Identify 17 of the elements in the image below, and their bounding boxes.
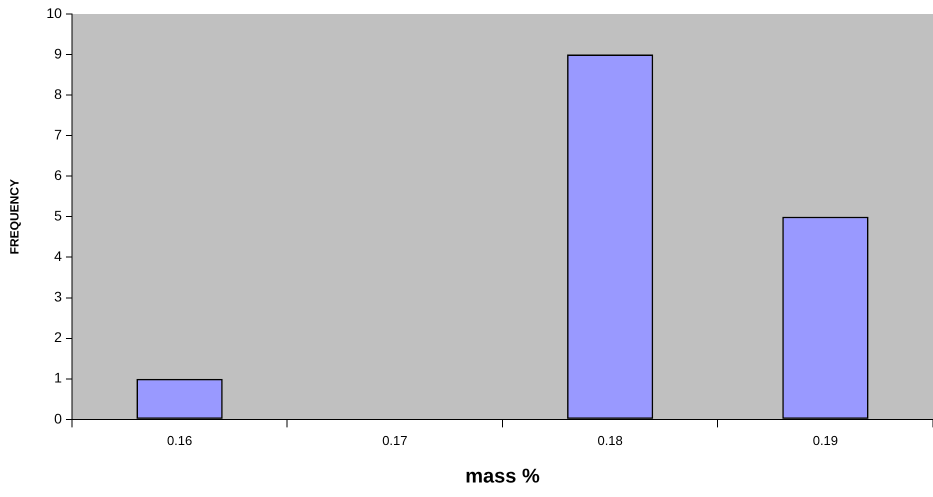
y-tick-label: 10 bbox=[46, 4, 62, 21]
y-tick-label: 5 bbox=[54, 208, 62, 224]
y-tick-label: 0 bbox=[54, 410, 62, 426]
x-tick-label: 0.16 bbox=[166, 432, 192, 448]
y-tick-label: 1 bbox=[54, 370, 62, 386]
x-tick-label: 0.17 bbox=[382, 432, 408, 448]
y-tick-label: 8 bbox=[54, 86, 62, 102]
y-tick-label: 6 bbox=[54, 167, 62, 184]
y-tick-label: 3 bbox=[54, 288, 62, 305]
x-axis-title: mass % bbox=[465, 466, 540, 488]
y-tick-label: 7 bbox=[54, 126, 62, 142]
y-axis-title: FREQUENCY bbox=[8, 179, 22, 254]
y-tick-label: 2 bbox=[54, 329, 62, 346]
x-tick-label: 0.18 bbox=[597, 432, 623, 448]
y-tick-label: 9 bbox=[54, 45, 62, 62]
y-tick-label: 4 bbox=[54, 248, 62, 264]
x-tick-label: 0.19 bbox=[812, 432, 838, 448]
